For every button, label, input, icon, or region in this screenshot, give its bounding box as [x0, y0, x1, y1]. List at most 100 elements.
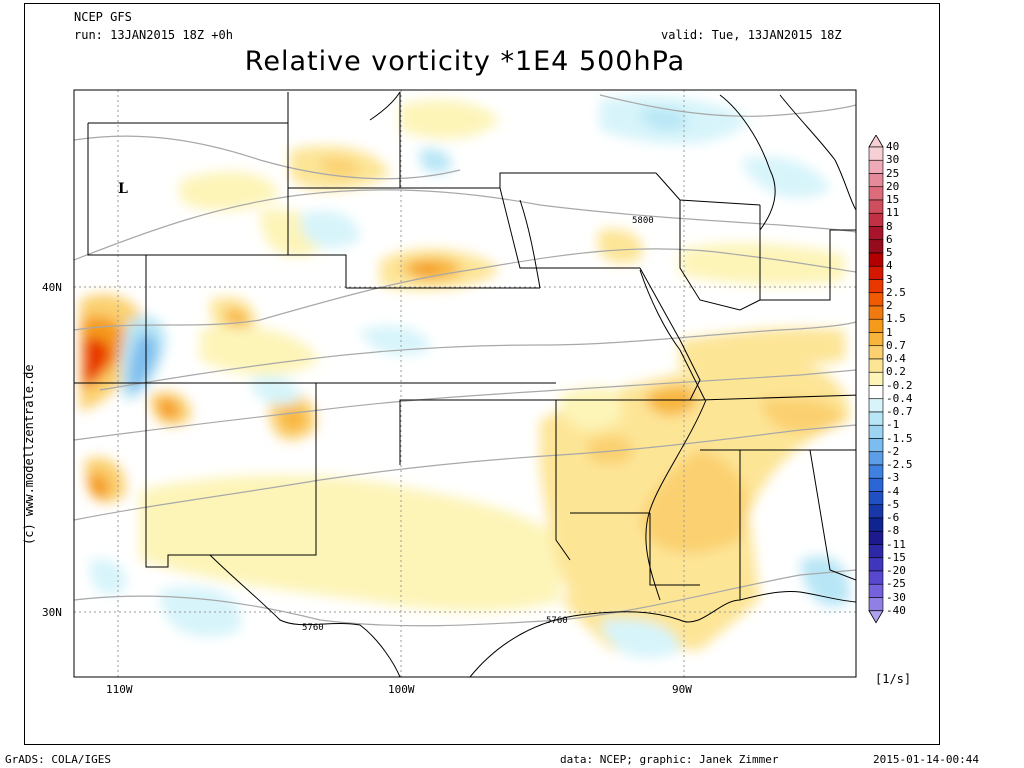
colorbar-swatch	[868, 159, 884, 174]
footer-credit: data: NCEP; graphic: Janek Zimmer	[560, 753, 779, 766]
colorbar-swatch	[868, 332, 884, 347]
colorbar-tick-label: 1.5	[886, 312, 906, 326]
valid-time: valid: Tue, 13JAN2015 18Z	[661, 28, 842, 42]
colorbar-swatch	[868, 186, 884, 201]
colorbar-swatch	[868, 371, 884, 386]
colorbar-swatch	[868, 491, 884, 506]
height-contours	[74, 94, 856, 627]
colorbar-tick-label: 15	[886, 193, 900, 206]
colorbar-tick-label: 25	[886, 166, 900, 180]
colorbar-swatch	[868, 212, 884, 227]
colorbar-tick-label: -0.7	[886, 405, 913, 418]
latitude-label: 40N	[42, 281, 62, 294]
colorbar-swatch	[868, 279, 884, 294]
colorbar-swatch	[868, 557, 884, 572]
longitude-label: 90W	[672, 683, 692, 696]
state-borders	[74, 92, 856, 600]
colorbar-swatch	[868, 570, 884, 585]
coastline	[209, 91, 856, 677]
colorbar-swatch	[868, 358, 884, 373]
vorticity-field	[80, 96, 850, 658]
colorbar-swatch	[868, 226, 884, 241]
model-name: NCEP GFS	[74, 10, 132, 24]
run-time: run: 13JAN2015 18Z +0h	[74, 28, 233, 42]
colorbar-tick-label: -6	[886, 511, 900, 524]
colorbar-swatch	[868, 424, 884, 439]
colorbar-swatch	[868, 583, 884, 598]
colorbar-arrow-bottom	[868, 610, 884, 624]
colorbar-swatch	[868, 173, 884, 188]
colorbar-swatch	[868, 411, 884, 426]
map-border	[73, 89, 857, 678]
colorbar-tick-label: 0.2	[886, 365, 906, 379]
colorbar-tick-label: -20	[886, 564, 906, 577]
colorbar-tick-label: 4	[886, 259, 893, 273]
colorbar-tick-label: -5	[886, 497, 900, 511]
colorbar-tick-label: -4	[886, 484, 900, 498]
colorbar-swatch	[868, 199, 884, 214]
colorbar-swatch	[868, 265, 884, 280]
longitude-label: 110W	[106, 683, 133, 696]
colorbar-tick-label: 0.7	[886, 338, 906, 352]
colorbar-tick-label: -40	[886, 603, 906, 617]
colorbar-swatch	[868, 517, 884, 532]
plot-frame	[24, 3, 940, 745]
colorbar-swatch	[868, 305, 884, 320]
colorbar-tick-label: -0.2	[886, 378, 913, 392]
colorbar-tick-label: 30	[886, 153, 900, 167]
colorbar-arrow-top	[868, 135, 884, 148]
colorbar-swatch	[868, 477, 884, 492]
colorbar-swatch	[868, 398, 884, 413]
colorbar-tick-label: -1.5	[886, 431, 913, 445]
colorbar-swatch	[868, 438, 884, 453]
colorbar-swatch	[868, 292, 884, 307]
contour-label: 5760	[302, 623, 324, 633]
colorbar-swatch	[868, 252, 884, 267]
colorbar-tick-label: 3	[886, 272, 893, 286]
colorbar-tick-label: -1	[886, 418, 900, 432]
colorbar-tick-label: 40	[886, 140, 900, 153]
colorbar-tick-label: 1	[886, 325, 893, 339]
colorbar-tick-label: 20	[886, 179, 900, 193]
colorbar-tick-label: -30	[886, 590, 906, 604]
footer-timestamp: 2015-01-14-00:44	[873, 753, 979, 766]
colorbar-tick-label: 2	[886, 299, 893, 312]
contour-label: 5760	[546, 616, 568, 626]
colorbar-tick-label: 5	[886, 246, 893, 259]
colorbar-tick-label: 11	[886, 206, 900, 220]
colorbar-swatch	[868, 597, 884, 612]
colorbar-tick-label: 0.4	[886, 352, 906, 365]
colorbar-swatch	[868, 530, 884, 545]
colorbar-unit: [1/s]	[875, 672, 912, 686]
colorbar-tick-label: -2.5	[886, 458, 913, 471]
colorbar-swatch	[868, 345, 884, 360]
colorbar-swatch	[868, 318, 884, 333]
colorbar-swatch	[868, 239, 884, 254]
chart-title: Relative vorticity *1E4 500hPa	[244, 46, 686, 77]
colorbar-swatch	[868, 146, 884, 161]
colorbar-tick-label: 2.5	[886, 285, 906, 299]
colorbar-tick-label: -11	[886, 537, 906, 551]
colorbar-swatch	[868, 504, 884, 519]
colorbar-swatch	[868, 385, 884, 400]
colorbar-swatch	[868, 544, 884, 559]
latitude-label: 30N	[42, 606, 62, 619]
colorbar	[868, 135, 884, 624]
low-pressure-marker: L	[118, 181, 128, 197]
contour-label: 5800	[632, 216, 654, 226]
colorbar-swatch	[868, 464, 884, 479]
colorbar-tick-label: 6	[886, 232, 893, 246]
colorbar-tick-label: 8	[886, 219, 893, 233]
graticule	[74, 90, 856, 677]
footer-software: GrADS: COLA/IGES	[5, 753, 111, 766]
colorbar-tick-label: -3	[886, 471, 900, 485]
side-credit: (c) www.modellzentrale.de	[22, 364, 36, 545]
colorbar-tick-label: -2	[886, 444, 900, 458]
colorbar-tick-label: -0.4	[886, 391, 913, 405]
colorbar-swatch	[868, 451, 884, 466]
colorbar-tick-label: -25	[886, 577, 906, 591]
colorbar-tick-label: -15	[886, 550, 906, 564]
longitude-label: 100W	[388, 683, 415, 696]
colorbar-tick-label: -8	[886, 524, 900, 538]
